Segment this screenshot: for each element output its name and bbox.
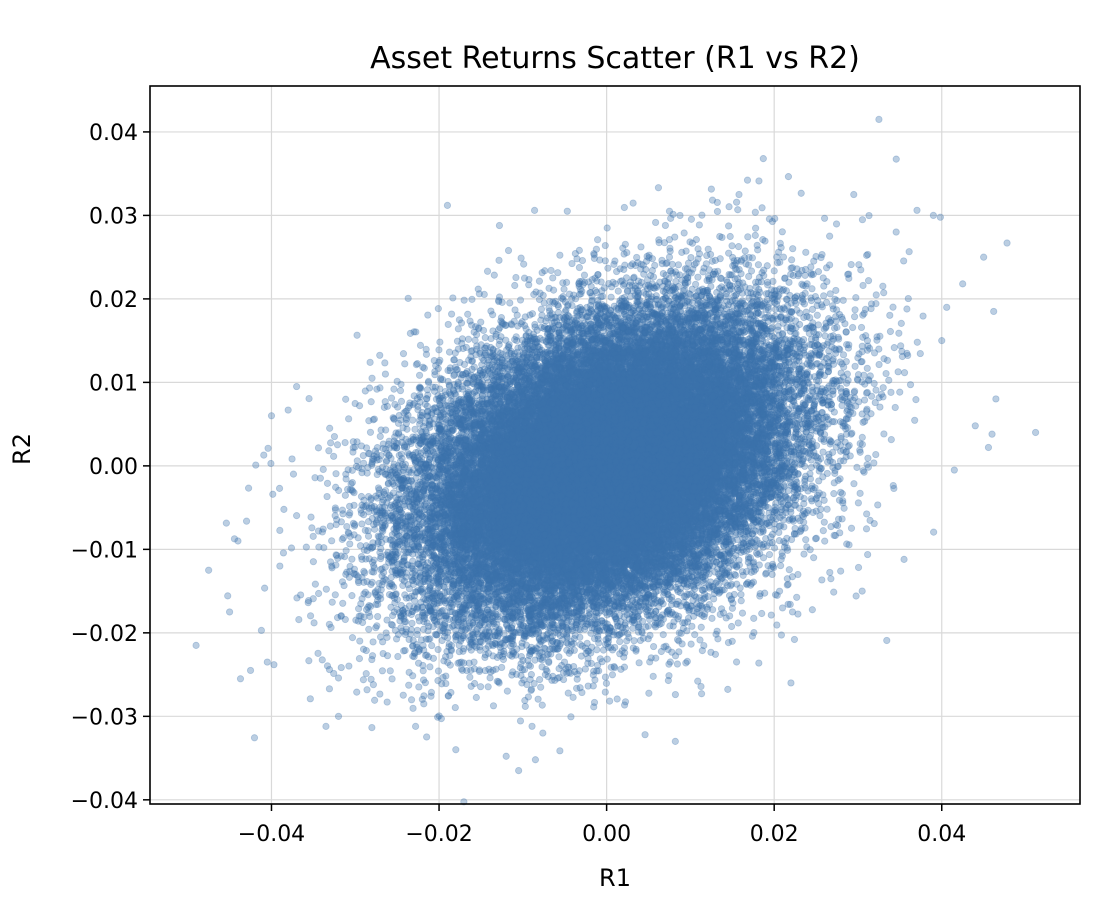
scatter-point [622, 463, 630, 471]
scatter-point [708, 614, 716, 622]
scatter-point [633, 533, 641, 541]
data-points [192, 115, 1040, 806]
scatter-point [383, 698, 391, 706]
scatter-point [880, 289, 888, 297]
scatter-point [576, 504, 584, 513]
scatter-point [680, 419, 688, 428]
scatter-point [674, 261, 683, 269]
chart-title: Asset Returns Scatter (R1 vs R2) [370, 41, 860, 76]
scatter-point [356, 542, 365, 550]
scatter-point [838, 490, 846, 498]
scatter-point [306, 695, 314, 703]
scatter-point [818, 576, 826, 584]
scatter-point [295, 615, 303, 624]
scatter-point [715, 396, 723, 404]
scatter-point [637, 243, 645, 251]
scatter-point [319, 525, 327, 533]
scatter-point [689, 468, 697, 477]
scatter-point [548, 421, 556, 429]
scatter-point [435, 346, 443, 354]
scatter-point [556, 747, 564, 755]
scatter-point [474, 464, 482, 472]
scatter-point [472, 693, 480, 702]
scatter-point [415, 683, 423, 691]
scatter-point [649, 501, 658, 510]
scatter-point [330, 452, 338, 460]
scatter-point [882, 369, 890, 378]
scatter-point [652, 495, 660, 503]
scatter-point [348, 555, 356, 563]
scatter-point [362, 670, 370, 678]
scatter-point [609, 435, 618, 443]
scatter-point [597, 556, 605, 564]
scatter-point [687, 640, 695, 648]
scatter-point [936, 213, 944, 221]
scatter-point [741, 247, 749, 255]
scatter-point [378, 667, 387, 675]
scatter-point [358, 520, 366, 528]
scatter-point [305, 394, 313, 403]
scatter-point [583, 404, 591, 413]
scatter-point [307, 513, 315, 521]
scatter-point [331, 591, 339, 599]
gridlines [150, 86, 1080, 804]
scatter-point [376, 690, 384, 698]
scatter-point [573, 398, 581, 406]
scatter-point [724, 320, 733, 328]
scatter-point [630, 573, 639, 582]
scatter-point [788, 256, 796, 264]
scatter-point [724, 222, 733, 230]
scatter-point [737, 597, 745, 605]
scatter-point [270, 661, 278, 669]
scatter-point [650, 445, 658, 453]
scatter-point [433, 482, 441, 490]
scatter-point [724, 337, 732, 345]
scatter-point [355, 654, 364, 663]
scatter-point [755, 659, 763, 667]
scatter-point [348, 592, 356, 600]
scatter-point [755, 177, 763, 185]
scatter-point [694, 273, 702, 281]
scatter-point [308, 524, 316, 532]
scatter-point [624, 513, 632, 521]
scatter-point [585, 491, 593, 499]
scatter-point [595, 463, 603, 471]
scatter-point [580, 271, 589, 279]
scatter-point [549, 286, 558, 294]
scatter-point [484, 683, 492, 691]
scatter-point [326, 424, 334, 432]
scatter-point [555, 448, 564, 456]
scatter-point [726, 232, 734, 241]
scatter-point [858, 440, 866, 448]
